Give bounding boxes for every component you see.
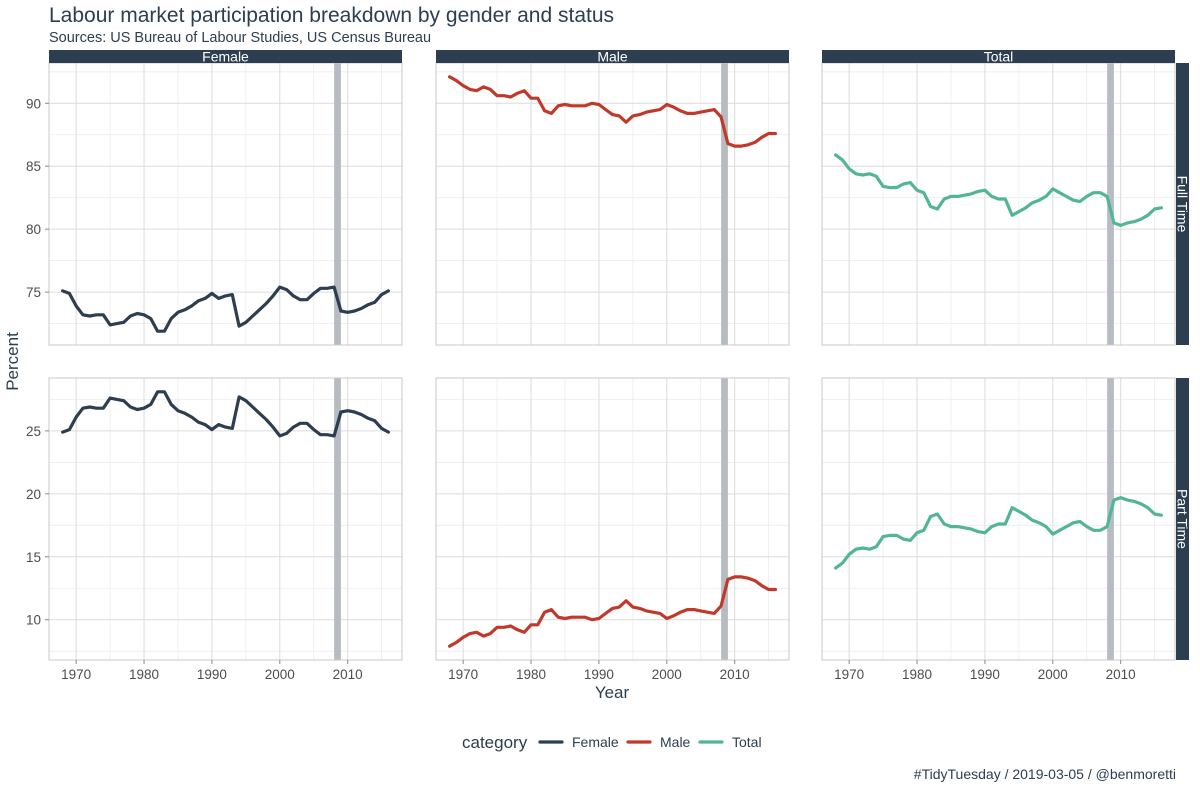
y-tick-label: 20: [26, 487, 41, 502]
highlight-band: [334, 378, 341, 660]
series-line-male-full-time: [448, 75, 778, 148]
x-tick-label: 1970: [834, 667, 864, 682]
y-tick-label: 10: [26, 613, 41, 628]
x-tick-label: 1990: [197, 667, 227, 682]
y-tick-label: 85: [26, 159, 41, 174]
row-strip-full-time: [1176, 63, 1189, 345]
panel-male-full-time: [435, 62, 790, 346]
panel-border: [435, 377, 790, 661]
panel-border: [48, 62, 403, 346]
y-tick-label: 25: [26, 424, 41, 439]
panel-total-full-time: [821, 62, 1176, 346]
chart-title: Labour market participation breakdown by…: [49, 4, 615, 27]
highlight-band: [721, 378, 728, 660]
legend-label-male: Male: [660, 734, 691, 750]
series-line-total-full-time: [833, 153, 1164, 227]
series-line-total-part-time: [833, 496, 1164, 570]
x-tick-label: 1990: [584, 667, 614, 682]
column-strip-total: [822, 50, 1175, 63]
row-strip-label: Full Time: [1175, 176, 1191, 233]
y-tick-label: 75: [26, 285, 41, 300]
chart-caption: #TidyTuesday / 2019-03-05 / @benmoretti: [913, 766, 1176, 782]
panel-border: [48, 377, 403, 661]
row-strip-label: Part Time: [1175, 489, 1191, 549]
legend: category Female Male Total: [462, 733, 762, 752]
panel-male-part-time: [435, 377, 790, 661]
column-strip-label: Total: [984, 49, 1014, 65]
x-tick-label: 1980: [516, 667, 546, 682]
panel-border: [821, 377, 1176, 661]
series-line-female-full-time: [60, 285, 390, 333]
x-tick-label: 1980: [129, 667, 159, 682]
series-line-male-part-time: [448, 575, 778, 648]
x-axis-title: Year: [595, 683, 630, 702]
x-tick-label: 1970: [61, 667, 91, 682]
x-tick-label: 2000: [265, 667, 295, 682]
x-tick-label: 2000: [1038, 667, 1068, 682]
axes: 75 80 85 90 Full Time 10 15 20 25 1970 1980 1990 200…: [3, 49, 1191, 703]
panel-total-part-time: [821, 377, 1176, 661]
x-tick-label: 1970: [448, 667, 478, 682]
column-strip-female: [49, 50, 402, 63]
y-tick-label: 90: [26, 96, 41, 111]
x-tick-label: 2010: [1106, 667, 1136, 682]
x-tick-label: 1980: [902, 667, 932, 682]
y-tick-label: 80: [26, 222, 41, 237]
legend-label-female: Female: [572, 734, 619, 750]
highlight-band: [334, 63, 341, 345]
panel-border: [435, 62, 790, 346]
column-strip-male: [436, 50, 789, 63]
legend-title: category: [462, 733, 528, 752]
legend-label-total: Total: [732, 734, 762, 750]
series-line-female-part-time: [60, 390, 390, 438]
y-tick-label: 15: [26, 550, 41, 565]
x-tick-label: 2010: [333, 667, 363, 682]
highlight-band: [721, 63, 728, 345]
y-axis-title: Percent: [3, 332, 22, 391]
panel-border: [821, 62, 1176, 346]
column-strip-label: Male: [597, 49, 628, 65]
chart-subtitle: Sources: US Bureau of Labour Studies, US…: [49, 30, 432, 46]
facet-panels: [48, 62, 1176, 661]
panel-female-part-time: [48, 377, 403, 661]
x-tick-label: 1990: [970, 667, 1000, 682]
row-strip-part-time: [1176, 378, 1189, 660]
x-tick-label: 2010: [720, 667, 750, 682]
panel-female-full-time: [48, 62, 403, 346]
column-strip-label: Female: [202, 49, 249, 65]
x-tick-label: 2000: [652, 667, 682, 682]
